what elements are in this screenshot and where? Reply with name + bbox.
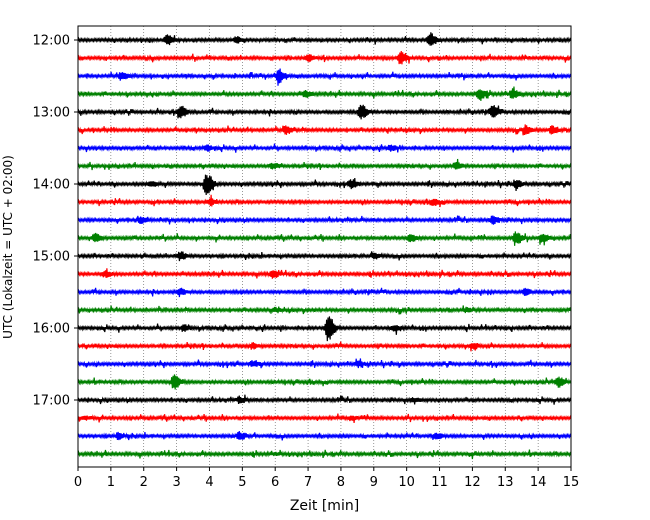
y-tick-label: 15:00 [33,250,70,265]
trace-1215 [77,51,572,65]
x-tick-label: 9 [370,475,378,490]
trace-1730 [77,431,572,441]
seismic-traces [77,32,572,460]
trace-1530 [77,287,572,298]
x-tick-label: 1 [107,475,115,490]
x-tick-label: 2 [140,475,148,490]
trace-1600 [77,316,572,342]
y-tick-label: 14:00 [33,178,70,193]
trace-1200 [77,32,572,46]
x-tick-label: 3 [172,475,180,490]
trace-1630 [77,358,572,369]
trace-1430 [77,215,572,225]
trace-1715 [77,413,572,423]
trace-1230 [77,68,572,86]
x-tick-label: 8 [337,475,345,490]
x-tick-label: 0 [74,475,82,490]
x-tick-label: 5 [238,475,246,490]
trace-1515 [77,268,572,279]
trace-1700 [77,394,572,405]
x-tick-label: 10 [398,475,415,490]
x-tick-label: 7 [304,475,312,490]
x-axis-ticks: 0 1 2 3 4 5 6 7 8 9 10 11 12 13 14 15 [74,467,579,490]
y-axis-ticks: 12:00 13:00 14:00 15:00 16:00 17:00 [33,34,78,409]
x-tick-label: 15 [563,475,580,490]
trace-1545 [77,305,572,315]
trace-1500 [77,251,572,262]
trace-1330 [77,143,572,153]
x-axis-label: Zeit [min] [290,498,359,514]
y-tick-label: 12:00 [33,34,70,49]
trace-1400 [77,174,572,196]
x-tick-label: 13 [497,475,514,490]
x-tick-label: 12 [464,475,481,490]
plot-frame [77,25,572,468]
trace-1645 [77,374,572,390]
trace-1445 [77,231,572,246]
y-axis-label: UTC (Lokalzeit = UTC + 02:00) [1,155,15,339]
trace-1415 [77,194,572,208]
trace-1345 [77,158,572,171]
y-tick-label: 17:00 [33,394,70,409]
x-tick-label: 14 [530,475,547,490]
x-tick-label: 11 [431,475,448,490]
y-tick-label: 16:00 [33,322,70,337]
trace-1300 [77,104,572,120]
trace-1745 [77,449,572,460]
y-tick-label: 13:00 [33,106,70,121]
trace-1615 [77,341,572,352]
x-tick-label: 4 [205,475,213,490]
trace-1315 [77,124,572,136]
trace-1245 [77,86,572,101]
x-tick-label: 6 [271,475,279,490]
